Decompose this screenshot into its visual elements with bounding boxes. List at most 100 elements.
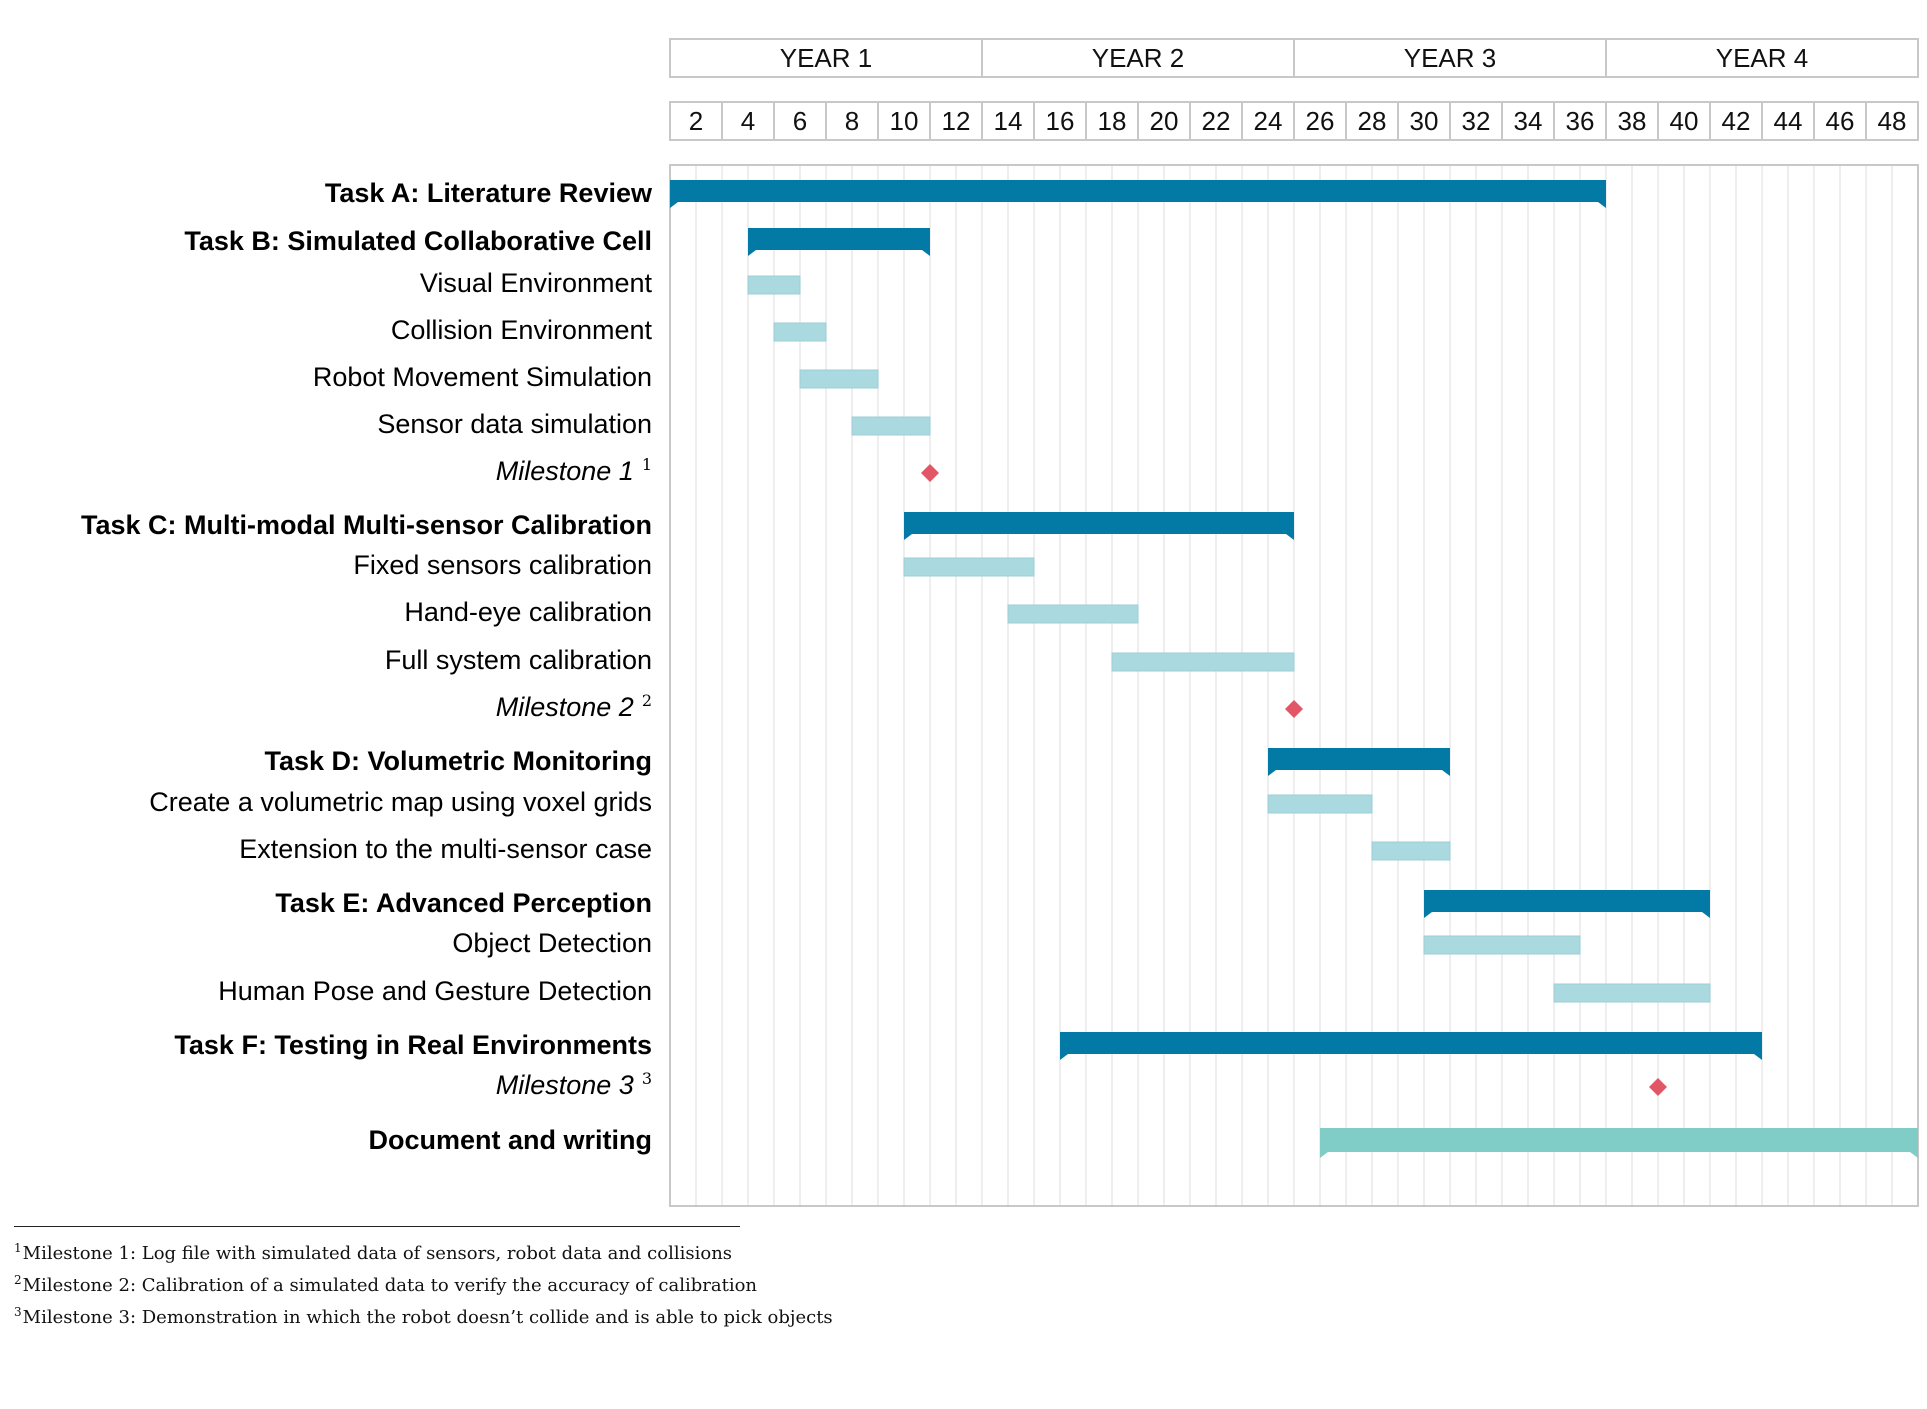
task-bar-start-cap — [748, 250, 756, 256]
task-bar — [1268, 748, 1450, 770]
year-header-row: YEAR 1 YEAR 2 YEAR 3 YEAR 4 — [669, 38, 1919, 78]
year-header-cell — [981, 38, 1295, 78]
task-bar — [748, 228, 930, 250]
year-header-label: YEAR 4 — [1716, 43, 1809, 73]
subtask-bar — [773, 322, 827, 342]
row-label-subtask: Full system calibration — [385, 645, 652, 675]
month-tick-label: 16 — [1046, 106, 1075, 136]
month-tick-label: 48 — [1878, 106, 1907, 136]
subtask-bar — [1267, 794, 1373, 814]
subtask-bar — [1553, 983, 1711, 1003]
subtask-bar — [799, 369, 879, 389]
footnote-rule — [14, 1226, 740, 1227]
footnote-2: 2Milestone 2: Calibration of a simulated… — [14, 1267, 1114, 1299]
subtask-bar — [1111, 652, 1295, 672]
month-tick-label: 30 — [1410, 106, 1439, 136]
month-tick-label: 14 — [994, 106, 1023, 136]
month-tick-label: 10 — [890, 106, 919, 136]
month-header-cell — [1813, 101, 1867, 141]
document-bar-end-cap — [1910, 1152, 1918, 1158]
footnote-1: 1Milestone 1: Log file with simulated da… — [14, 1235, 1114, 1267]
row-label-milestone: Milestone 1 1 — [496, 455, 652, 486]
subtask-bar — [1371, 841, 1451, 861]
year-header-cell — [1605, 38, 1919, 78]
task-bar-end-cap — [1286, 534, 1294, 540]
row-labels: Task A: Literature Review Task B: Simulat… — [81, 178, 653, 1155]
month-tick-label: 40 — [1670, 106, 1699, 136]
vertical-gridlines — [695, 166, 1893, 1205]
gantt-bars — [670, 180, 1918, 1158]
milestone-diamond — [1285, 700, 1303, 718]
month-tick-label: 8 — [845, 106, 859, 136]
month-header-cell — [1605, 101, 1659, 141]
row-label-task: Task E: Advanced Perception — [275, 888, 652, 918]
month-header-cell — [669, 101, 723, 141]
month-tick-label: 46 — [1826, 106, 1855, 136]
footnote-3: 3Milestone 3: Demonstration in which the… — [14, 1299, 1114, 1331]
month-tick-label: 34 — [1514, 106, 1543, 136]
month-header-cell — [877, 101, 931, 141]
month-header-cell — [773, 101, 827, 141]
row-label-milestone: Milestone 2 2 — [496, 691, 652, 722]
subtask-bar — [1007, 604, 1139, 624]
row-label-task: Task F: Testing in Real Environments — [174, 1030, 652, 1060]
row-label-subtask: Extension to the multi-sensor case — [239, 834, 652, 864]
month-tick-label: 20 — [1150, 106, 1179, 136]
task-bar-end-cap — [1702, 912, 1710, 918]
task-bar-end-cap — [1598, 202, 1606, 208]
milestone-superscript: 2 — [642, 691, 652, 710]
month-tick-label: 44 — [1774, 106, 1803, 136]
month-header-cell — [825, 101, 879, 141]
month-tick-label: 38 — [1618, 106, 1647, 136]
milestone-label: Milestone 3 — [496, 1070, 634, 1100]
row-label-subtask: Sensor data simulation — [377, 409, 652, 439]
year-header-label: YEAR 1 — [780, 43, 873, 73]
task-bar-end-cap — [1442, 770, 1450, 776]
month-header-cell — [1085, 101, 1139, 141]
task-bar-start-cap — [1060, 1054, 1068, 1060]
month-header-cell — [929, 101, 983, 141]
subtask-bar — [851, 416, 931, 436]
month-header-cell — [1709, 101, 1763, 141]
month-tick-label: 2 — [689, 106, 703, 136]
task-bar-start-cap — [904, 534, 912, 540]
year-header-cell — [669, 38, 983, 78]
month-header-cell — [1865, 101, 1919, 141]
year-header-cell — [1293, 38, 1607, 78]
milestone-superscript: 3 — [642, 1069, 652, 1088]
row-label-task: Task D: Volumetric Monitoring — [264, 746, 652, 776]
month-tick-label: 36 — [1566, 106, 1595, 136]
row-label-task: Task C: Multi-modal Multi-sensor Calibra… — [81, 510, 652, 540]
row-label-task: Task A: Literature Review — [325, 178, 653, 208]
row-label-subtask: Object Detection — [452, 928, 652, 958]
milestone-diamond — [921, 464, 939, 482]
milestone-superscript: 1 — [642, 455, 652, 474]
document-bar — [1320, 1128, 1918, 1152]
row-label-milestone: Milestone 3 3 — [496, 1069, 652, 1100]
month-header-cell — [1293, 101, 1347, 141]
row-label-subtask: Visual Environment — [420, 268, 653, 298]
task-bar — [1424, 890, 1710, 912]
month-header-cell — [1241, 101, 1295, 141]
task-bar-end-cap — [922, 250, 930, 256]
month-tick-label: 6 — [793, 106, 807, 136]
footnote-mark: 2 — [14, 1273, 22, 1287]
month-header-cell — [1449, 101, 1503, 141]
month-tick-label: 22 — [1202, 106, 1231, 136]
subtask-bar — [903, 557, 1035, 577]
footnote-mark: 3 — [14, 1305, 22, 1319]
month-tick-label: 18 — [1098, 106, 1127, 136]
task-bar — [1060, 1032, 1762, 1054]
task-bar-start-cap — [670, 202, 678, 208]
document-bar-start-cap — [1320, 1152, 1328, 1158]
month-tick-label: 26 — [1306, 106, 1335, 136]
task-bar-start-cap — [1268, 770, 1276, 776]
month-tick-label: 28 — [1358, 106, 1387, 136]
month-tick-label: 12 — [942, 106, 971, 136]
footnote-text: Milestone 2: Calibration of a simulated … — [22, 1275, 758, 1296]
task-bar-start-cap — [1424, 912, 1432, 918]
row-label-document: Document and writing — [369, 1125, 653, 1155]
month-tick-label: 42 — [1722, 106, 1751, 136]
milestone-diamond — [1649, 1078, 1667, 1096]
